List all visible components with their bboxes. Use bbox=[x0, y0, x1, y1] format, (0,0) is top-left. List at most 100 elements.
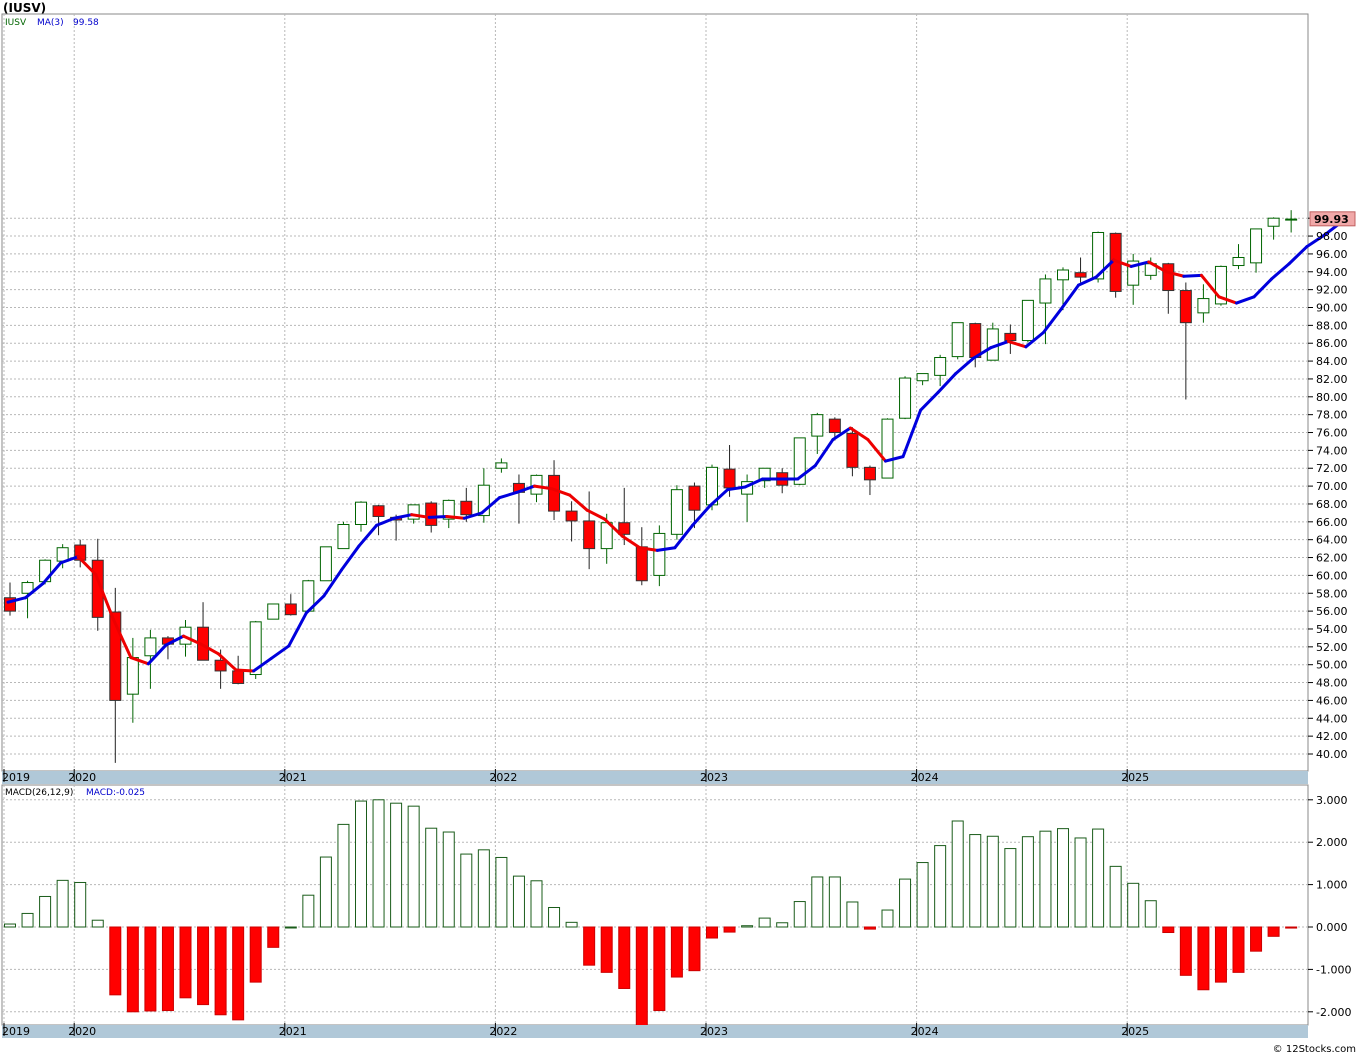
y-tick-label: 88.00 bbox=[1316, 319, 1348, 332]
macd-bar-negative bbox=[600, 926, 613, 973]
macd-bar-positive bbox=[758, 917, 771, 928]
candle-up bbox=[1197, 298, 1210, 314]
ma-segment bbox=[497, 490, 519, 500]
ma-segment bbox=[287, 611, 308, 648]
ma-segment bbox=[1112, 258, 1133, 268]
macd-bar-positive bbox=[1057, 828, 1069, 928]
ma-segment bbox=[884, 455, 905, 463]
ma-segment bbox=[1199, 273, 1221, 299]
macd-bar-negative bbox=[1250, 926, 1263, 952]
ma-segment bbox=[410, 513, 431, 519]
y-tick-label: 72.00 bbox=[1316, 462, 1348, 475]
candle-down bbox=[828, 418, 841, 434]
y-tick-label: 76.00 bbox=[1316, 427, 1348, 440]
macd-bar-positive bbox=[302, 894, 315, 928]
y-tick-label: 96.00 bbox=[1316, 248, 1348, 261]
ma-segment bbox=[620, 534, 642, 550]
year-label: 2022 bbox=[489, 771, 517, 784]
y-tick-label: 68.00 bbox=[1316, 498, 1348, 511]
ma-segment bbox=[585, 508, 607, 521]
candle-down bbox=[109, 611, 122, 701]
y-tick-label: 82.00 bbox=[1316, 373, 1348, 386]
year-label: 2025 bbox=[1121, 1025, 1149, 1038]
ma-segment bbox=[94, 573, 115, 621]
macd-year-axis-band bbox=[2, 1025, 1308, 1038]
candle-down bbox=[565, 510, 578, 522]
candle-up bbox=[267, 603, 280, 620]
candle-down bbox=[372, 505, 385, 517]
ma-segment bbox=[708, 488, 730, 508]
macd-bar-positive bbox=[530, 880, 543, 928]
candle-down bbox=[232, 670, 245, 684]
price-grid bbox=[2, 14, 1308, 771]
ma-segment bbox=[673, 523, 694, 550]
ma-segment bbox=[1235, 295, 1256, 305]
macd-bar-positive bbox=[986, 835, 999, 928]
ma-segment bbox=[1094, 258, 1116, 279]
ma-segment bbox=[322, 568, 343, 598]
macd-bar-positive bbox=[899, 878, 912, 928]
price-year-axis-band bbox=[2, 771, 1308, 784]
macd-bar-positive bbox=[372, 799, 385, 928]
candle-up bbox=[355, 501, 367, 525]
ma-segment bbox=[182, 634, 203, 646]
ma-segment bbox=[813, 438, 835, 468]
year-label: 2021 bbox=[279, 771, 307, 784]
y-tick-label: 40.00 bbox=[1316, 748, 1348, 761]
candle-up bbox=[916, 373, 929, 382]
macd-bar-negative bbox=[214, 926, 227, 1016]
price-year-axis: 2019 2020 2021 2022 2023 2024 2025 bbox=[2, 769, 1149, 784]
macd-bar-positive bbox=[477, 849, 490, 928]
candle-up bbox=[881, 418, 894, 479]
ma-segment bbox=[1182, 273, 1203, 278]
ma-segment bbox=[1252, 277, 1274, 299]
candle-up bbox=[144, 637, 157, 657]
y-tick-label: 70.00 bbox=[1316, 480, 1348, 493]
macd-bar-negative bbox=[653, 926, 666, 1012]
last-price-box bbox=[1309, 211, 1356, 227]
year-label: 2020 bbox=[68, 771, 96, 784]
macd-bar-positive bbox=[1004, 848, 1017, 928]
ma-segment bbox=[41, 561, 63, 585]
ma-segment bbox=[462, 511, 484, 520]
macd-bar-negative bbox=[161, 926, 174, 1012]
candle-up bbox=[337, 523, 350, 550]
ma-segment bbox=[252, 656, 273, 673]
macd-bar-negative bbox=[267, 926, 280, 948]
macd-bar-negative bbox=[1162, 926, 1175, 934]
candle-up bbox=[442, 499, 455, 520]
macd-bar-positive bbox=[337, 823, 350, 928]
candle-up bbox=[899, 377, 912, 419]
macd-bar-positive bbox=[319, 856, 332, 928]
candle-up bbox=[1039, 278, 1052, 304]
candle-down bbox=[1074, 272, 1087, 278]
y-tick-label: 60.00 bbox=[1316, 569, 1348, 582]
ticker-label: IUSV bbox=[5, 18, 27, 28]
ma-segment bbox=[1024, 331, 1045, 349]
ma-segment bbox=[1270, 262, 1291, 281]
ma-segment bbox=[59, 555, 80, 565]
macd-bar-negative bbox=[1285, 926, 1298, 929]
candle-up bbox=[126, 657, 139, 695]
candle-up bbox=[249, 621, 262, 676]
macd-bar-negative bbox=[232, 926, 245, 1021]
y-tick-label: 66.00 bbox=[1316, 516, 1348, 529]
ma-segment bbox=[901, 408, 923, 459]
candle-up bbox=[21, 582, 34, 594]
candle-down bbox=[1179, 290, 1192, 324]
candle-down bbox=[969, 323, 982, 359]
macd-bar-positive bbox=[969, 834, 982, 928]
ma-segment bbox=[866, 438, 887, 463]
macd-bar-positive bbox=[1092, 828, 1105, 928]
macd-bar-positive bbox=[390, 802, 403, 928]
macd-bar-positive bbox=[425, 827, 438, 928]
year-label: 2024 bbox=[911, 771, 939, 784]
macd-bar-positive bbox=[74, 881, 87, 928]
macd-bar-positive bbox=[21, 912, 34, 928]
last-price-label: 99.93 bbox=[1314, 213, 1349, 226]
year-label: 2020 bbox=[68, 1025, 96, 1038]
candle-up bbox=[1057, 269, 1069, 281]
macd-bar-negative bbox=[197, 926, 210, 1006]
y-tick-label: 74.00 bbox=[1316, 444, 1348, 457]
candle-down bbox=[1004, 332, 1017, 342]
